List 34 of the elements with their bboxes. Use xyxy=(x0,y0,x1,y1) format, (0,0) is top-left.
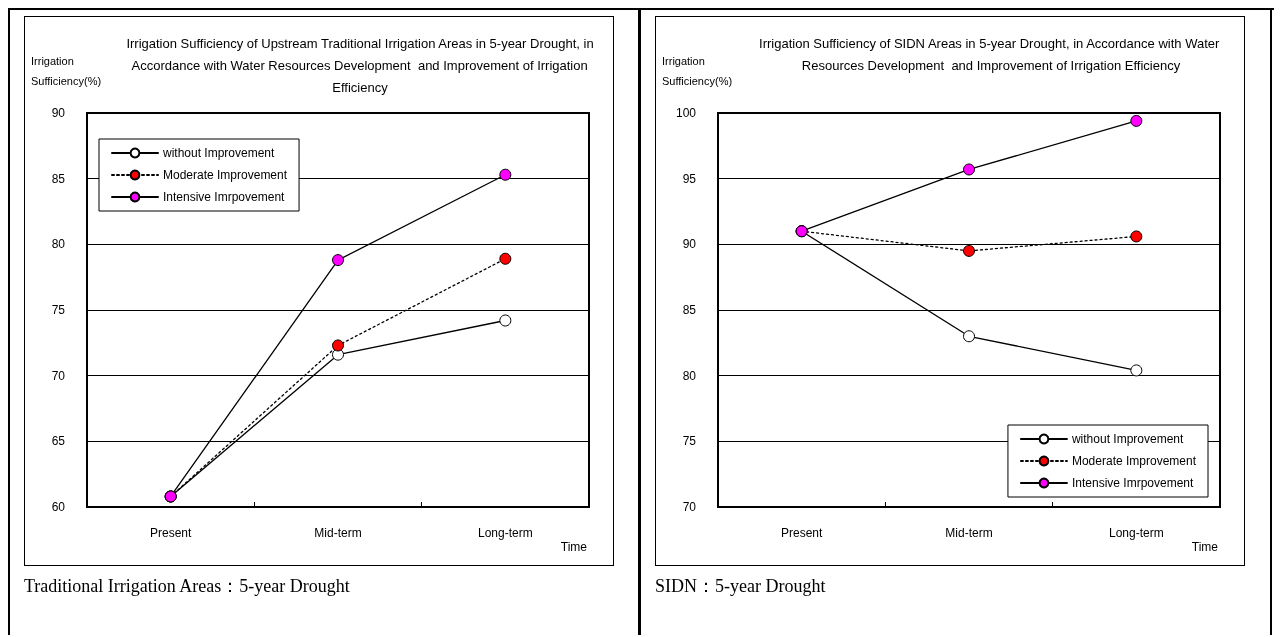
y-tick-label: 100 xyxy=(675,106,697,120)
legend-label: Moderate Improvement xyxy=(163,168,288,182)
chart-title: Irrigation Sufficiency of Upstream Traditional Irrigation Areas in 5-year Drought, in Accordance with Water Resources Development and Improvement of Irrigation Efficiency xyxy=(126,35,594,95)
y-tick-label: 80 xyxy=(51,237,66,252)
y-tick-label: 85 xyxy=(682,303,697,317)
y-tick-label: 65 xyxy=(51,434,66,449)
x-tick-label: Present xyxy=(149,526,193,540)
x-tick-label: Long-term xyxy=(1108,526,1164,540)
legend-label: without Improvement xyxy=(1070,432,1184,446)
y-tick-label: 80 xyxy=(682,368,697,383)
legend-label: Intensive Imrpovement xyxy=(1071,476,1194,490)
y-tick-label: 75 xyxy=(51,303,66,317)
legend-label: Moderate Improvement xyxy=(1071,454,1197,468)
y-tick-label: 70 xyxy=(51,368,66,383)
x-tick-label: Present xyxy=(780,526,824,540)
x-axis-title: Time xyxy=(1191,540,1219,554)
y-tick-label: 95 xyxy=(682,171,697,186)
y-tick-label: 75 xyxy=(682,434,697,449)
x-tick-label: Mid-term xyxy=(314,526,362,540)
x-axis-title: Time xyxy=(560,540,588,554)
text: Traditional Irrigation Areas：5-year Drought xyxy=(24,575,351,598)
y-tick-label: 90 xyxy=(51,106,66,120)
y-tick-label: 90 xyxy=(682,237,697,252)
x-tick-label: Mid-term xyxy=(945,526,993,540)
legend-label: Intensive Imrpovement xyxy=(163,190,286,204)
y-tick-label: 60 xyxy=(51,500,66,514)
x-tick-label: Long-term xyxy=(477,526,533,540)
text: SIDN：5-year Drought xyxy=(655,575,827,598)
y-axis-title: Irrigation Sufficiency(%) xyxy=(31,55,102,87)
chart-title: Irrigation Sufficiency of SIDN Areas in 5-year Drought, in Accordance with Water Resources Development and Improvement of Irrigation Efficiency xyxy=(759,35,1223,73)
y-axis-title: Irrigation Sufficiency(%) xyxy=(662,55,733,87)
legend-label: without Improvement xyxy=(162,146,276,160)
y-tick-label: 70 xyxy=(682,500,697,514)
y-tick-label: 85 xyxy=(51,171,66,186)
